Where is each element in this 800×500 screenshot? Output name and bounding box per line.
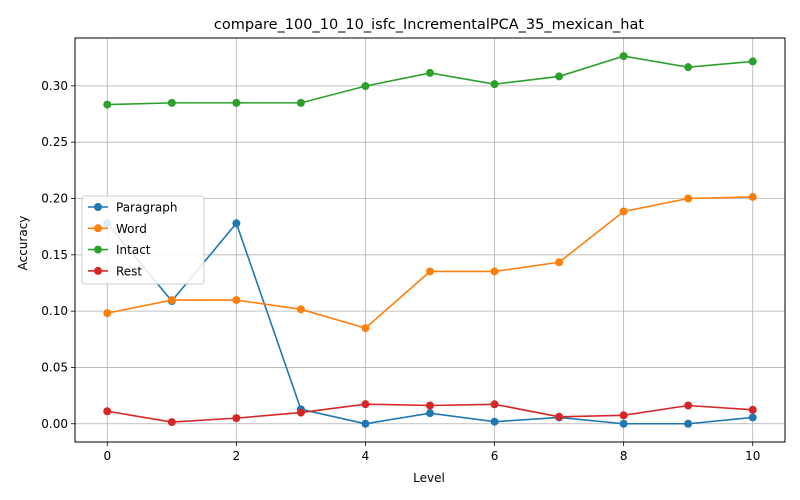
data-point-word	[426, 267, 434, 276]
series-paragraph	[103, 219, 757, 428]
data-point-rest	[684, 401, 693, 410]
data-point-rest	[490, 400, 499, 409]
plot-frame	[74, 37, 786, 443]
data-point-intact	[232, 98, 241, 107]
data-point-word	[619, 207, 628, 216]
x-tick-label: 10	[745, 449, 760, 463]
legend-label-paragraph: Paragraph	[116, 201, 177, 215]
series-rest	[103, 400, 757, 427]
data-point-paragraph	[426, 409, 434, 418]
y-tick-label: 0.15	[41, 248, 68, 262]
y-axis-label: Accuracy	[16, 216, 30, 271]
data-point-word	[684, 194, 693, 203]
data-point-word	[296, 305, 305, 314]
data-point-word	[748, 192, 757, 201]
legend-marker-rest	[94, 266, 102, 275]
data-point-word	[167, 296, 176, 305]
y-tick-label: 0.10	[41, 304, 68, 318]
series-layer	[103, 52, 757, 428]
data-point-rest	[232, 414, 241, 423]
data-point-intact	[167, 98, 176, 107]
x-axis-label: Level	[413, 471, 445, 485]
data-point-intact	[748, 57, 757, 66]
y-axis-ticks: 0.00 0.05 0.10 0.15 0.20 0.25 0.30	[41, 79, 75, 431]
data-point-rest	[103, 407, 112, 416]
y-tick-label: 0.00	[41, 417, 68, 431]
legend-label-rest: Rest	[116, 264, 142, 278]
y-tick-label: 0.30	[41, 79, 68, 93]
data-point-paragraph	[619, 419, 628, 428]
data-point-rest	[167, 418, 176, 427]
series-line-intact	[107, 55, 753, 106]
data-point-intact	[103, 100, 112, 109]
y-tick-label: 0.05	[41, 360, 68, 374]
data-point-intact	[490, 80, 499, 89]
legend: Paragraph Word Intact Rest	[81, 195, 205, 285]
data-point-intact	[361, 82, 370, 91]
data-point-intact	[555, 72, 564, 81]
data-point-rest	[555, 412, 564, 421]
legend-marker-word	[94, 224, 102, 233]
legend-marker-intact	[94, 245, 102, 254]
data-point-paragraph	[232, 219, 241, 228]
y-tick-label: 0.25	[41, 135, 68, 149]
data-point-paragraph	[361, 419, 370, 428]
data-point-word	[103, 309, 112, 318]
data-point-intact	[296, 98, 305, 107]
x-tick-label: 6	[491, 449, 499, 463]
y-tick-label: 0.20	[41, 191, 68, 205]
chart-title: compare_100_10_10_isfc_IncrementalPCA_35…	[214, 17, 644, 33]
series-intact	[103, 52, 757, 109]
x-tick-label: 8	[620, 449, 628, 463]
x-axis-ticks: 0 2 4 6 8 10	[103, 442, 760, 463]
legend-marker-paragraph	[94, 203, 102, 211]
data-point-intact	[684, 63, 693, 72]
x-tick-label: 2	[233, 449, 241, 463]
data-point-rest	[748, 405, 757, 414]
series-word	[103, 192, 757, 333]
data-point-word	[361, 324, 370, 333]
data-point-paragraph	[490, 417, 499, 426]
data-point-rest	[426, 401, 434, 410]
data-point-word	[232, 296, 241, 305]
data-point-rest	[296, 408, 305, 417]
data-point-rest	[619, 411, 628, 420]
data-point-word	[490, 267, 499, 276]
legend-box	[81, 195, 205, 285]
x-tick-label: 0	[103, 449, 111, 463]
x-tick-label: 4	[362, 449, 370, 463]
legend-label-word: Word	[116, 222, 147, 236]
data-point-word	[555, 258, 564, 267]
data-point-intact	[619, 52, 628, 61]
legend-label-intact: Intact	[116, 243, 151, 257]
data-point-intact	[426, 68, 434, 77]
data-point-paragraph	[684, 419, 693, 428]
data-point-rest	[361, 400, 370, 409]
data-point-paragraph	[748, 413, 757, 422]
